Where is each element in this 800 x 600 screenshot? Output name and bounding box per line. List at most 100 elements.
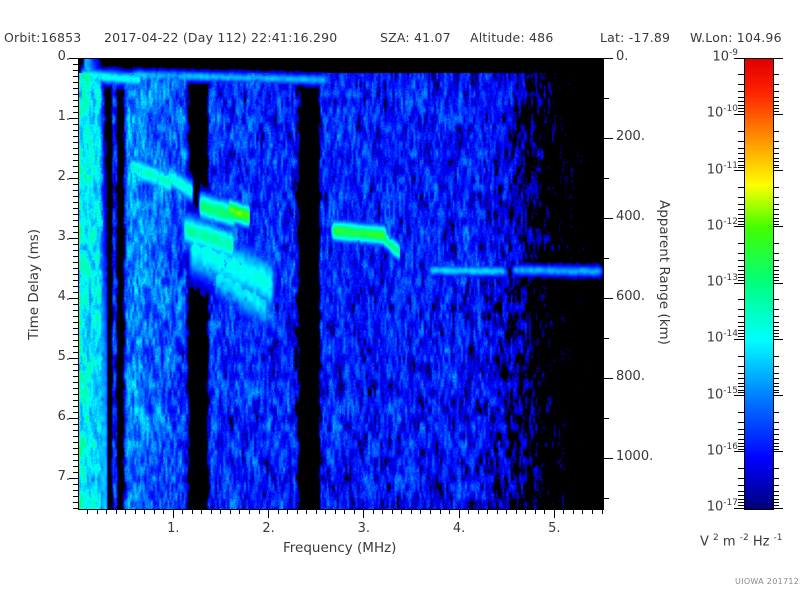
colorbar-minor-tick [773,167,779,169]
y-major-tick [69,237,78,239]
colorbar-minor-tick [738,196,744,198]
y2-tick-label: 0. [616,49,629,64]
colorbar-minor-tick [773,378,779,380]
y-tick-label: 2. [57,169,70,184]
colorbar-gradient-canvas [745,59,773,509]
x-minor-tick [487,509,489,514]
colorbar-minor-tick [738,270,744,272]
x-tick-label: 5. [548,521,561,536]
colorbar-minor-tick [738,495,744,497]
y-tick-label: 5. [57,349,70,364]
colorbar-minor-tick [773,74,779,76]
colorbar-minor-tick [738,157,744,159]
colorbar-tick-label: 10-11 [706,160,738,177]
colorbar-minor-tick [738,478,744,480]
colorbar-minor-tick [738,213,744,215]
colorbar-minor-tick [773,495,779,497]
y-minor-tick [73,363,78,365]
colorbar-major-tick-left [734,507,744,509]
y-minor-tick [73,255,78,257]
colorbar-minor-tick [773,411,779,413]
colorbar-minor-tick [773,223,779,225]
colorbar-minor-tick [738,130,744,132]
y-minor-tick [73,387,78,389]
y-minor-tick [73,105,78,107]
colorbar-minor-tick [773,428,779,430]
y-minor-tick [73,249,78,251]
colorbar-minor-tick [738,504,744,506]
y-minor-tick [73,309,78,311]
colorbar-major-tick-left [734,170,744,171]
colorbar-minor-tick [738,448,744,450]
colorbar-minor-tick [773,253,779,255]
y-minor-tick [73,411,78,413]
x-minor-tick [96,509,98,514]
y2-minor-tick [604,97,609,99]
y-major-tick [69,177,78,179]
colorbar-minor-tick [738,365,744,367]
y-minor-tick [73,369,78,371]
colorbar-minor-tick [738,378,744,380]
x-minor-tick [296,509,298,514]
y-minor-tick [73,111,78,113]
radargram-plot-area [78,58,604,510]
y-minor-tick [73,87,78,89]
y-minor-tick [73,501,78,503]
y2-tick-label: 1000. [616,449,654,464]
colorbar-minor-tick [773,299,779,301]
y-tick-label: 0. [57,49,70,64]
footer-credit: UIOWA 20171221 [735,577,800,586]
y2-major-tick [604,217,613,219]
y2-major-tick [604,457,613,459]
header-sza: SZA: 41.07 [380,30,451,45]
y-minor-tick [73,231,78,233]
colorbar-minor-tick [738,153,744,155]
y2-major-tick [604,57,613,59]
x-minor-tick [353,509,355,514]
x-minor-tick [229,509,231,514]
colorbar-minor-tick [738,372,744,374]
x-tick-label: 1. [167,521,180,536]
x-minor-tick [449,509,451,514]
y-major-tick [69,417,78,419]
y-minor-tick [73,429,78,431]
y-tick-label: 3. [57,229,70,244]
x-major-tick [553,509,555,518]
colorbar-minor-tick [773,382,779,384]
colorbar-minor-tick [738,217,744,219]
colorbar-minor-tick [773,316,779,318]
y-axis-title: Time Delay (ms) [26,228,42,340]
x-minor-tick [115,509,117,514]
x-minor-tick [420,509,422,514]
y-minor-tick [73,267,78,269]
colorbar-minor-tick [738,336,744,338]
header-latitude: Lat: -17.89 [600,30,671,45]
colorbar-major-tick-left [734,451,744,453]
x-minor-tick [391,509,393,514]
colorbar-minor-tick [738,445,744,447]
colorbar-major-tick-right [773,57,783,59]
colorbar-minor-tick [738,105,744,107]
y-minor-tick [73,489,78,491]
y-minor-tick [73,159,78,161]
colorbar-minor-tick [773,273,779,275]
colorbar-major-tick-right [773,113,783,115]
x-minor-tick [258,509,260,514]
y-minor-tick [73,261,78,263]
colorbar-minor-tick [773,326,779,328]
header-orbit: Orbit:16853 [4,30,82,45]
x-minor-tick [163,509,165,514]
x-minor-tick [201,509,203,514]
colorbar-minor-tick [773,485,779,487]
y-minor-tick [73,123,78,125]
y2-minor-tick [604,417,609,419]
colorbar-minor-tick [773,260,779,262]
x-minor-tick [334,509,336,514]
colorbar-minor-tick [738,74,744,76]
x-tick-label: 3. [357,521,371,536]
colorbar-minor-tick [773,161,779,163]
y-tick-label: 7. [57,469,70,484]
colorbar-minor-tick [738,316,744,318]
x-minor-tick [144,509,146,514]
colorbar-minor-tick [773,365,779,367]
